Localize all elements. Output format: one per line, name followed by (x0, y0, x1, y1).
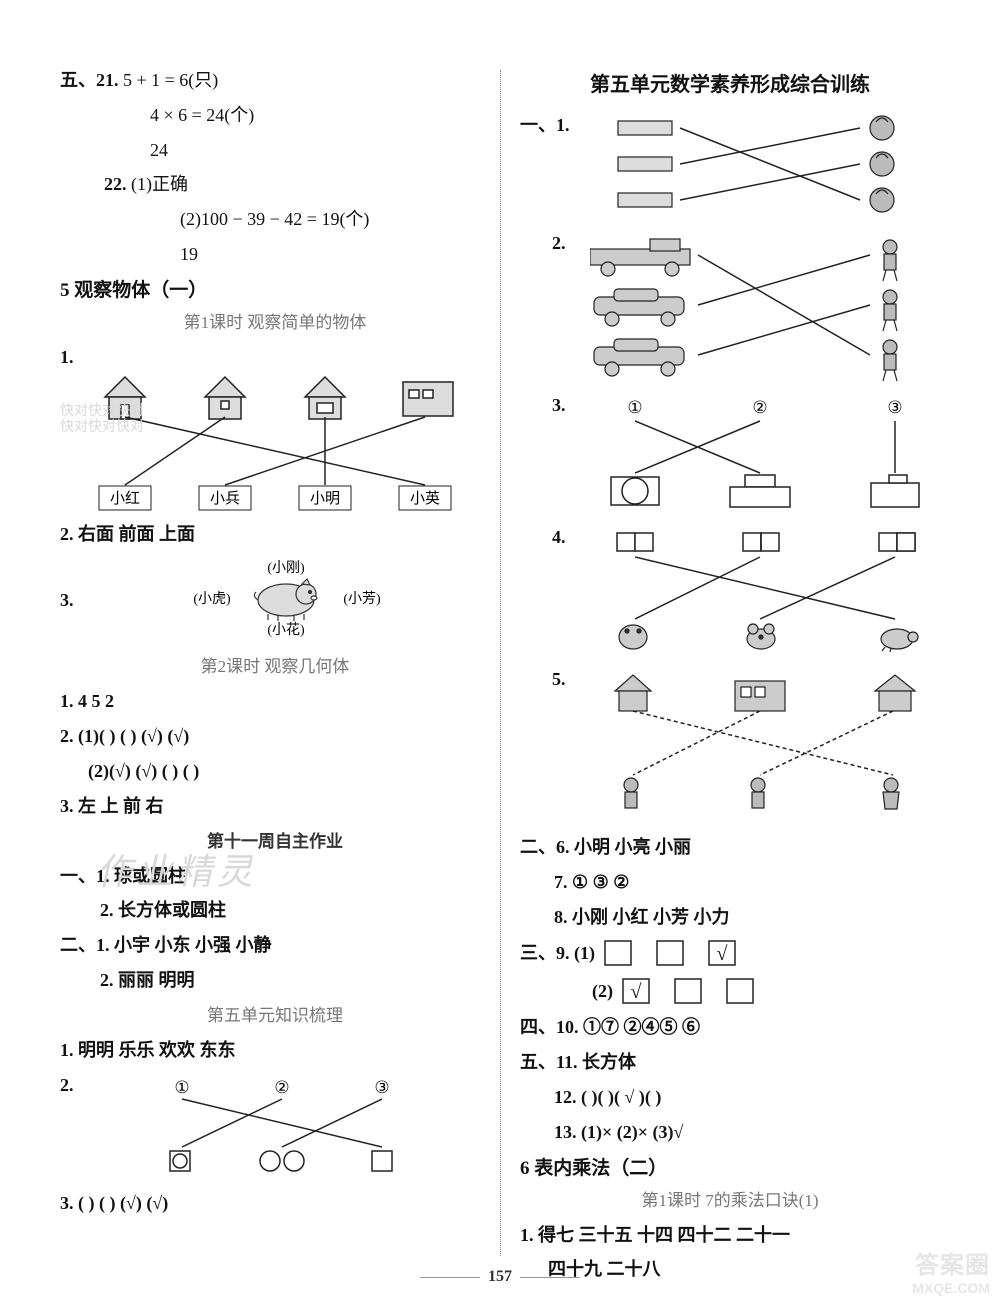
r-q4-row: 4. (520, 523, 940, 665)
left-column: 五、21. 5 + 1 = 6(只) 4 × 6 = 24(个) 24 22. … (60, 60, 500, 1266)
wm-corner-big: 答案圈 (912, 1252, 990, 1280)
q21-line2: 4 × 6 = 24(个) (60, 101, 490, 130)
wm-corner-small: MXQE.COM (912, 1280, 990, 1296)
r-a2-label: 2. (60, 1075, 74, 1096)
r-a3: 3. ( ) ( ) (√) (√) (60, 1189, 490, 1218)
right-unit-title: 第五单元数学素养形成综合训练 (520, 68, 940, 97)
l2-a2a: 2. (1)( ) ( ) (√) (√) (60, 722, 490, 751)
r-a3-9-1: 三、9. (1) √ (520, 937, 940, 969)
r-a2-row: 2. ① ② ③ (60, 1071, 490, 1183)
r-q4-label: 4. (520, 527, 580, 665)
q22-line1: (1)正确 (131, 174, 188, 194)
lesson1-title: 第1课时 观察简单的物体 (60, 308, 490, 333)
u6-a1a: 1. 得七 三十五 十四 四十二 二十一 (520, 1221, 940, 1250)
page-number: 157 (488, 1268, 512, 1285)
r-a5-13: 13. (1)× (2)× (3)√ (520, 1118, 940, 1147)
match-shapes-svg: ① ② ③ (122, 1075, 442, 1175)
r-a1: 1. 明明 乐乐 欢欢 东东 (60, 1036, 490, 1065)
svg-text:√: √ (631, 981, 642, 1003)
svg-text:③: ③ (374, 1078, 389, 1097)
svg-text:小红: 小红 (110, 490, 140, 507)
l2-a2b: (2)(√) (√) ( ) ( ) (60, 757, 490, 786)
r-a3-9-2: (2) √ (520, 975, 940, 1007)
watermark-corner: 答案圈 MXQE.COM (912, 1252, 990, 1296)
u6-lesson1: 第1课时 7的乘法口诀(1) (520, 1186, 940, 1211)
r-a3-9-label: 三、9. (1) (520, 939, 595, 968)
svg-text:(小花): (小花) (267, 622, 305, 638)
r-a5-11: 五、11. 长方体 (520, 1048, 940, 1077)
l1-a3-row: 3. (小刚) (小虎) (小芳) (小花) (60, 554, 490, 646)
l1-a3-label: 3. (60, 590, 74, 611)
page-footer: 157 (0, 1268, 1000, 1286)
r-a2-6: 二、6. 小明 小亮 小丽 (520, 833, 940, 862)
svg-text:③: ③ (887, 398, 902, 417)
r-a2-7: 7. ① ③ ② (520, 868, 940, 897)
r-q2-row: 2. (520, 229, 940, 391)
watermark-zyjl: 作业精灵 (94, 843, 265, 895)
r-q2-label: 2. (520, 233, 580, 391)
svg-text:小英: 小英 (410, 489, 440, 507)
svg-text:①: ① (627, 398, 642, 417)
w11-2-1: 二、1. 小宇 小东 小强 小静 (60, 931, 490, 960)
svg-text:①: ① (174, 1078, 189, 1097)
r-a5-12: 12. ( )( )( √ )( ) (520, 1083, 940, 1112)
r-q1-label: 一、1. (520, 111, 580, 229)
q22-row: 22. (1)正确 (60, 170, 490, 199)
svg-text:(小芳): (小芳) (343, 590, 381, 607)
svg-text:②: ② (274, 1078, 289, 1097)
unit5-title: 5 观察物体（一） (60, 275, 490, 302)
q22-label: 22. (104, 174, 127, 194)
l2-a1: 1. 4 5 2 (60, 687, 490, 716)
svg-text:(小虎): (小虎) (193, 591, 231, 607)
q21-heading: 五、21. 5 + 1 = 6(只) (60, 66, 490, 95)
week11-wrap: 第十一周自主作业 作业精灵 (60, 827, 490, 852)
q21-label: 五、21. (60, 70, 119, 90)
q22-line2: (2)100 − 39 − 42 = 19(个) (60, 205, 490, 234)
svg-text:②: ② (752, 398, 767, 417)
r-match2-svg (590, 233, 930, 383)
unit6-title: 6 表内乘法（二） (520, 1153, 940, 1180)
r-a4-10: 四、10. ①⑦ ②④⑤ ⑥ (520, 1013, 940, 1042)
boxes2-svg: √ (619, 975, 779, 1007)
r-q3-row: 3. ① ② ③ (520, 391, 940, 523)
w11-2-2: 2. 丽丽 明明 (60, 966, 490, 995)
l1-q1-label: 1. (60, 343, 490, 372)
r-match3-svg: ① ② ③ (585, 395, 935, 515)
houses-svg: 小红 小兵 小明 小英 (75, 372, 475, 512)
r-q3-label: 3. (520, 395, 580, 523)
svg-text:小兵: 小兵 (210, 490, 240, 507)
w11-1-2: 2. 长方体或圆柱 (60, 896, 490, 925)
watermark-kuaidui: 快对快对快对 快对快对快对 (60, 402, 144, 434)
r-a3-9-label2: (2) (592, 977, 613, 1006)
pig-svg: (小刚) (小虎) (小芳) (小花) (176, 558, 396, 638)
u5-review-title: 第五单元知识梳理 (60, 1001, 490, 1026)
l1-a2: 2. 右面 前面 上面 (60, 520, 490, 549)
svg-text:(小刚): (小刚) (267, 560, 305, 576)
q21-line1: 5 + 1 = 6(只) (123, 70, 218, 90)
r-q5-label: 5. (520, 669, 580, 827)
svg-text:小明: 小明 (310, 490, 340, 507)
l2-a3: 3. 左 上 前 右 (60, 792, 490, 821)
houses-diagram: 快对快对快对 快对快对快对 (60, 372, 490, 512)
boxes1-svg: √ (601, 937, 761, 969)
r-q5-row: 5. (520, 665, 940, 827)
right-column: 第五单元数学素养形成综合训练 一、1. 2. (500, 60, 940, 1266)
r-match1-svg (610, 111, 910, 221)
r-match5-svg (585, 669, 935, 819)
lesson2-title: 第2课时 观察几何体 (60, 652, 490, 677)
svg-text:√: √ (717, 943, 728, 965)
r-match4-svg (585, 527, 935, 657)
r-a2-8: 8. 小刚 小红 小芳 小力 (520, 903, 940, 932)
q21-line3: 24 (60, 136, 490, 165)
q22-line3: 19 (60, 240, 490, 269)
r-q1-row: 一、1. (520, 107, 940, 229)
